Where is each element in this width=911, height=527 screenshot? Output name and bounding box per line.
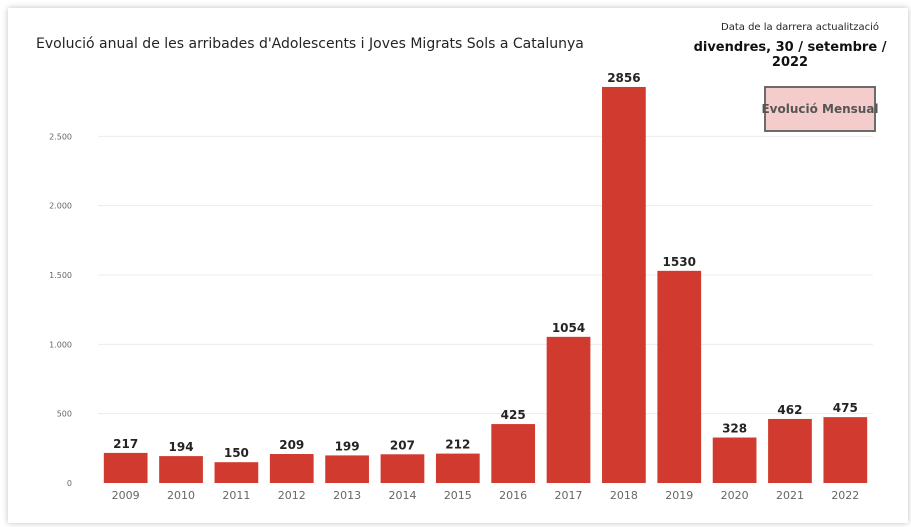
data-label: 2856 [607, 71, 640, 85]
last-update-date: divendres, 30 / setembre / 2022 [693, 40, 887, 70]
data-label: 217 [113, 437, 138, 451]
y-axis-ticks: 0 500 1.000 1.500 2.000 2.500 [49, 132, 72, 488]
gridlines [98, 135, 873, 415]
chart-title: Evolució anual de les arribades d'Adoles… [36, 36, 584, 52]
y-tick-label: 500 [57, 410, 72, 419]
data-label: 425 [501, 408, 526, 422]
data-label: 199 [335, 439, 360, 453]
y-tick-label: 1.500 [49, 271, 72, 280]
data-labels: 217 194 150 209 199 207 212 425 1054 2856 1530 328 4… [113, 71, 858, 460]
x-tick-label: 2011 [222, 489, 250, 502]
bar [768, 418, 812, 483]
x-tick-label: 2009 [112, 489, 140, 502]
x-tick-label: 2021 [776, 489, 804, 502]
bar [103, 452, 148, 483]
bars [103, 86, 868, 483]
x-axis-ticks: 2009 2010 2011 2012 2013 2014 2015 2016 2017 2018… [112, 489, 860, 502]
data-label: 462 [777, 403, 802, 417]
bar [380, 454, 425, 483]
y-tick-label: 1.000 [49, 340, 72, 349]
x-tick-label: 2013 [333, 489, 361, 502]
chart-card [8, 8, 908, 523]
bar [823, 417, 868, 483]
bar [657, 270, 702, 483]
x-tick-label: 2014 [388, 489, 416, 502]
bar [491, 424, 536, 483]
bar [546, 336, 591, 483]
x-tick-label: 2012 [278, 489, 306, 502]
bar [435, 453, 480, 483]
y-tick-label: 2.500 [49, 132, 72, 141]
bar [602, 86, 646, 483]
x-tick-label: 2019 [665, 489, 693, 502]
x-tick-label: 2020 [721, 489, 749, 502]
data-label: 209 [279, 438, 304, 452]
x-tick-label: 2015 [444, 489, 472, 502]
last-update-label: Data de la darrera actualització [721, 22, 879, 32]
data-label: 475 [833, 401, 858, 415]
data-label: 194 [169, 440, 194, 454]
bar [712, 437, 757, 483]
data-label: 328 [722, 422, 747, 436]
bar [159, 456, 203, 483]
x-tick-label: 2016 [499, 489, 527, 502]
data-label: 1530 [663, 255, 696, 269]
monthly-evolution-button[interactable]: Evolució Mensual [761, 86, 879, 132]
data-label: 1054 [552, 321, 585, 335]
x-tick-label: 2022 [831, 489, 859, 502]
bar [269, 454, 314, 483]
x-tick-label: 2018 [610, 489, 638, 502]
bar [325, 455, 369, 483]
y-tick-label: 0 [67, 479, 72, 488]
x-tick-label: 2017 [555, 489, 583, 502]
data-label: 150 [224, 446, 249, 460]
y-tick-label: 2.000 [49, 202, 72, 211]
data-label: 212 [445, 438, 470, 452]
data-label: 207 [390, 438, 415, 452]
bar [214, 462, 259, 483]
x-tick-label: 2010 [167, 489, 195, 502]
